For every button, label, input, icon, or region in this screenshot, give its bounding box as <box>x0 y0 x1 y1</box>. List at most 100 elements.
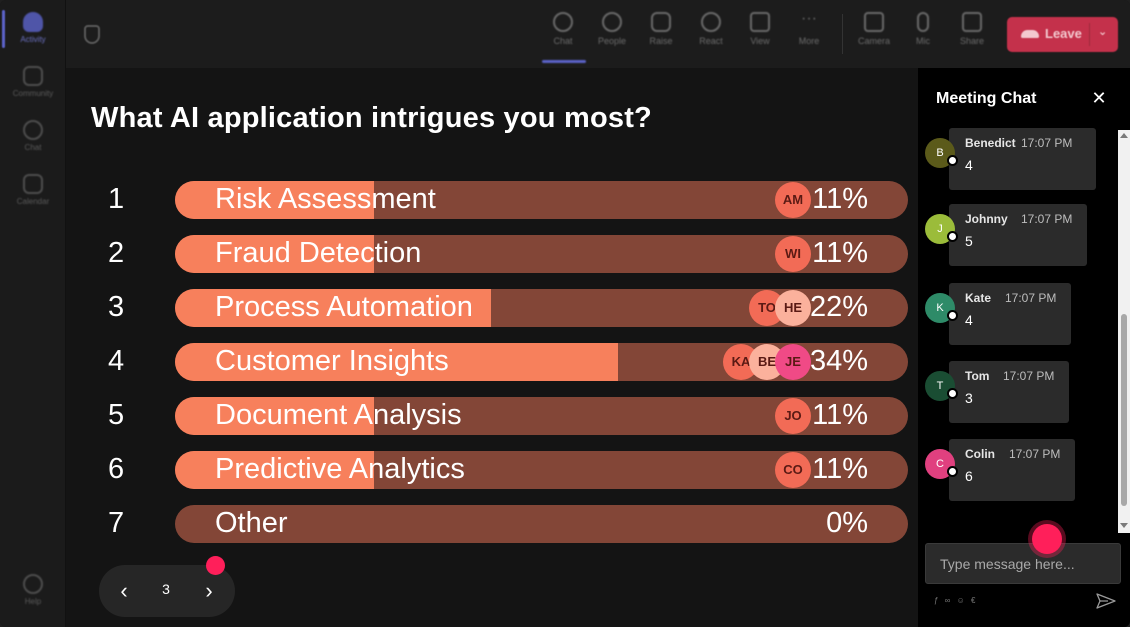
phone-hangup-icon <box>1021 30 1039 38</box>
rail-item-help[interactable]: Help <box>0 574 66 606</box>
voter-avatar: CO <box>775 452 811 488</box>
leave-divider <box>1089 23 1090 46</box>
scroll-up-icon[interactable] <box>1120 133 1128 138</box>
message-bubble: Tom 17:07 PM 3 <box>949 361 1069 423</box>
poll-option-row: 6 Predictive Analytics 11% CO <box>66 451 918 489</box>
people-icon <box>602 12 622 32</box>
chat-message: Benedict 17:07 PM 4 B <box>918 128 1118 194</box>
option-bar: Risk Assessment 11% AM <box>175 181 908 219</box>
toolbar-mic-button[interactable]: Mic <box>901 12 945 46</box>
leave-label: Leave <box>1045 26 1082 41</box>
rail-item-calendar[interactable]: Calendar <box>0 174 66 206</box>
presence-status-icon <box>947 310 958 321</box>
poll-option-row: 3 Process Automation 22% TO HE <box>66 289 918 327</box>
option-label: Document Analysis <box>215 399 462 431</box>
sender-name: Johnny <box>965 212 1008 226</box>
format-tools[interactable]: ƒ ∞ ☺ € <box>934 596 978 605</box>
option-bar-fill <box>175 451 374 489</box>
message-timestamp: 17:07 PM <box>1021 212 1073 226</box>
toolbar-label: Camera <box>857 36 890 46</box>
toolbar-camera-button[interactable]: Camera <box>852 12 896 46</box>
rail-item-activity[interactable]: Activity <box>0 12 66 44</box>
poll-option-row: 2 Fraud Detection 11% WI <box>66 235 918 273</box>
poll-option-row: 7 Other 0% <box>66 505 918 543</box>
message-bubble: Kate 17:07 PM 4 <box>949 283 1071 345</box>
toolbar-raise-button[interactable]: Raise <box>639 12 683 46</box>
option-number: 2 <box>108 237 125 269</box>
rail-item-chat[interactable]: Chat <box>0 120 66 152</box>
toolbar-label: Raise <box>649 36 673 46</box>
hand-icon <box>651 12 671 32</box>
rail-item-label: Help <box>24 597 42 606</box>
option-percentage: 11% <box>812 453 868 485</box>
option-label: Risk Assessment <box>215 183 436 215</box>
sender-name: Kate <box>965 291 992 305</box>
toolbar-label: Share <box>959 36 985 46</box>
message-text: 6 <box>965 468 973 484</box>
sender-name: Tom <box>965 369 990 383</box>
scroll-down-icon[interactable] <box>1120 523 1128 528</box>
option-number: 7 <box>108 507 125 539</box>
toolbar-label: Chat <box>553 36 573 46</box>
chevron-left-icon[interactable]: ‹ <box>120 578 128 603</box>
option-number: 1 <box>108 183 125 215</box>
meeting-chat-panel: Meeting Chat ✕ Benedict 17:07 PM 4 B Johnny 1… <box>918 68 1130 627</box>
option-bar: Customer Insights 34% KA BE JE <box>175 343 908 381</box>
option-percentage: 22% <box>809 291 868 323</box>
scrollbar-thumb[interactable] <box>1121 314 1127 506</box>
toolbar-view-button[interactable]: View <box>738 12 782 46</box>
option-bar: Predictive Analytics 11% CO <box>175 451 908 489</box>
rail-item-community[interactable]: Community <box>0 66 66 98</box>
message-timestamp: 17:07 PM <box>1003 369 1055 383</box>
chevron-right-icon[interactable]: › <box>205 578 213 603</box>
page-number: 3 <box>162 581 170 597</box>
option-bar: Fraud Detection 11% WI <box>175 235 908 273</box>
leave-button[interactable]: Leave ⌄ <box>1007 17 1118 52</box>
share-icon <box>962 12 982 32</box>
option-number: 4 <box>108 345 125 377</box>
close-icon[interactable]: ✕ <box>1091 88 1107 108</box>
toolbar-label: More <box>798 36 820 46</box>
chat-message-input[interactable] <box>925 543 1121 584</box>
option-percentage: 34% <box>809 345 868 377</box>
toolbar-share-button[interactable]: Share <box>950 12 994 46</box>
chat-message: Colin 17:07 PM 6 C <box>918 439 1118 505</box>
option-bar-fill <box>175 235 374 273</box>
toolbar-label: People <box>597 36 627 46</box>
toolbar-more-button[interactable]: ··· More <box>787 10 831 47</box>
toolbar-react-button[interactable]: React <box>689 12 733 46</box>
option-bar-fill <box>175 289 491 327</box>
option-bar-fill <box>175 397 374 435</box>
voter-avatar: WI <box>775 236 811 272</box>
voter-avatar: AM <box>775 182 811 218</box>
chevron-down-icon[interactable]: ⌄ <box>1098 26 1108 38</box>
option-percentage: 11% <box>812 399 868 431</box>
option-number: 3 <box>108 291 125 323</box>
poll-results: What AI application intrigues you most? … <box>66 68 918 627</box>
meeting-toolbar: Chat People Raise React View ··· More Ca… <box>66 0 1130 68</box>
rail-item-label: Community <box>12 89 54 98</box>
option-percentage: 11% <box>812 237 868 269</box>
send-icon[interactable] <box>1096 593 1116 609</box>
shield-icon[interactable] <box>84 25 100 44</box>
option-bar: Document Analysis 11% JO <box>175 397 908 435</box>
mic-icon <box>917 12 929 32</box>
option-label: Fraud Detection <box>215 237 422 269</box>
toolbar-people-button[interactable]: People <box>590 12 634 46</box>
toolbar-chat-button[interactable]: Chat <box>541 12 586 63</box>
message-text: 4 <box>965 312 973 328</box>
rail-item-label: Chat <box>24 143 42 152</box>
camera-icon <box>864 12 884 32</box>
option-label: Customer Insights <box>215 345 449 377</box>
voter-avatar: JO <box>775 398 811 434</box>
option-number: 5 <box>108 399 125 431</box>
message-timestamp: 17:07 PM <box>1005 291 1057 305</box>
chat-message: Kate 17:07 PM 4 K <box>918 283 1118 349</box>
bell-icon <box>23 12 43 32</box>
more-icon: ··· <box>801 10 817 27</box>
community-icon <box>23 66 43 86</box>
message-bubble: Johnny 17:07 PM 5 <box>949 204 1087 266</box>
chat-scrollbar[interactable] <box>1118 130 1130 533</box>
message-text: 4 <box>965 157 973 173</box>
calendar-icon <box>23 174 43 194</box>
